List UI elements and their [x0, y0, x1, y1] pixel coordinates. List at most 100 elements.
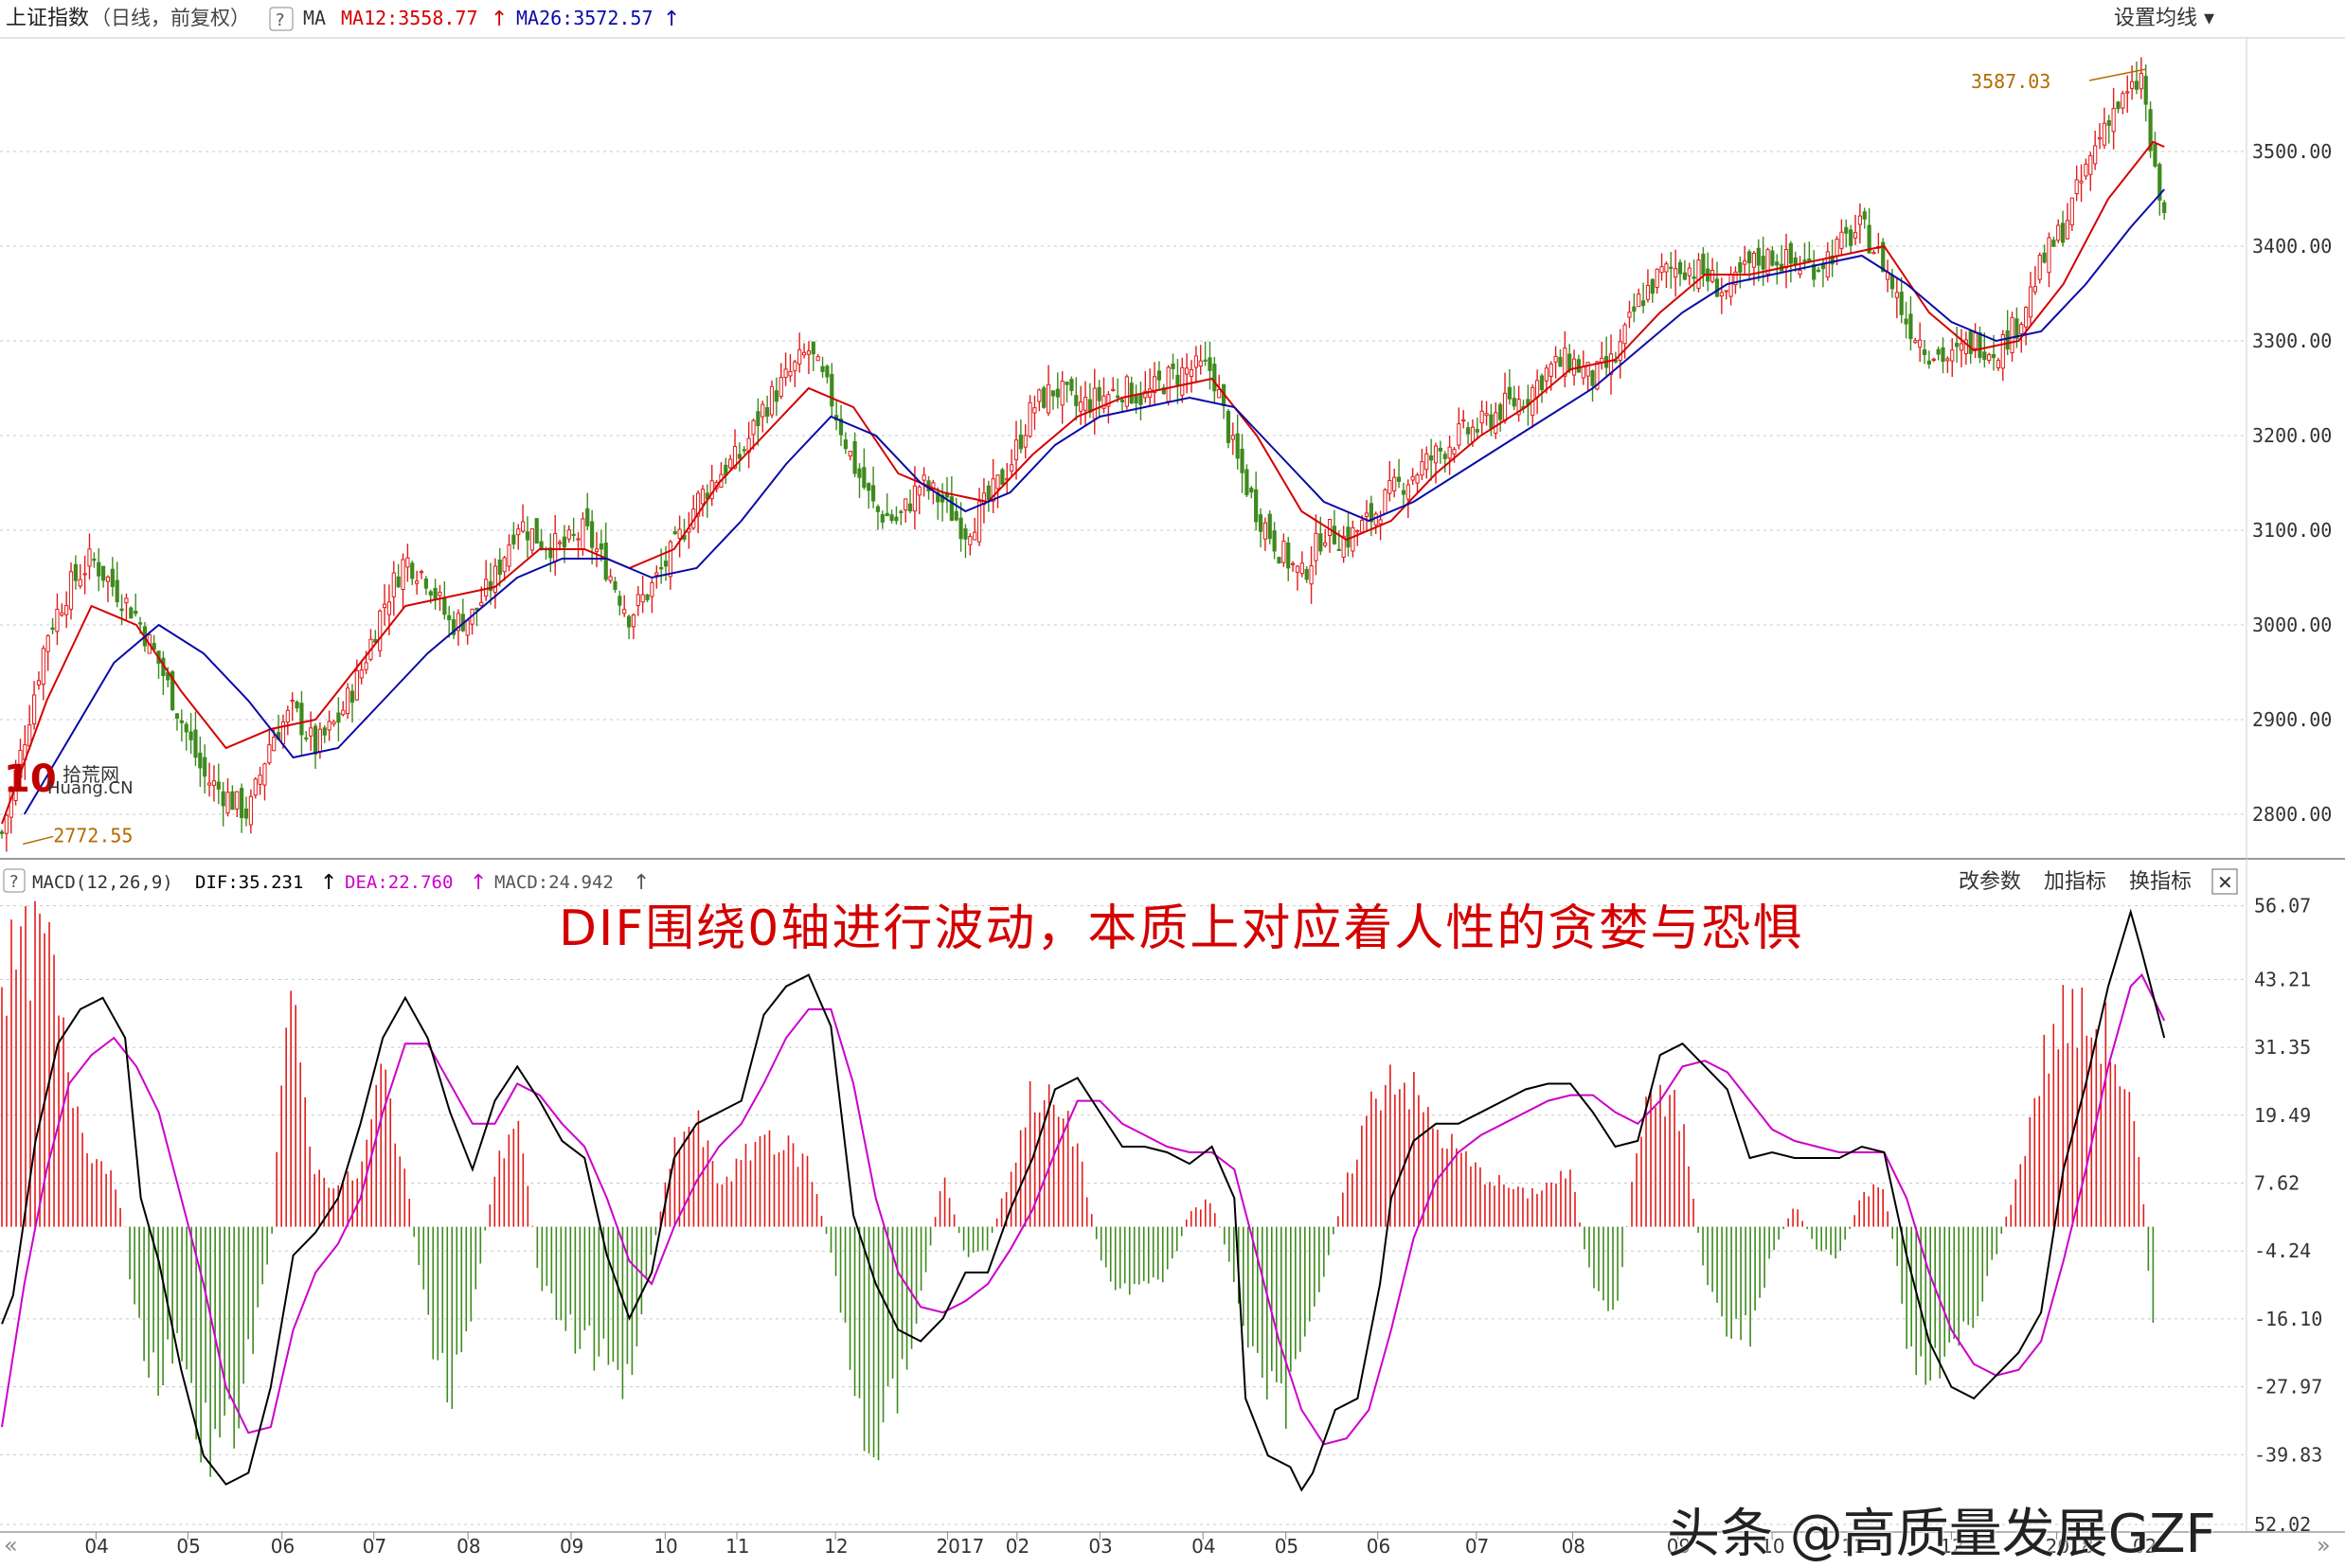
time-tick-label: 03 [1088, 1535, 1112, 1558]
switch-indicator-button[interactable]: 换指标 [2129, 870, 2192, 894]
candle-body [613, 580, 618, 590]
candle-body [364, 662, 368, 670]
candle-body [590, 521, 595, 548]
candle-body [386, 601, 392, 615]
candle-body [137, 622, 143, 625]
candle-body [31, 694, 37, 724]
candle-body [378, 610, 383, 651]
candle-body [1235, 433, 1240, 459]
macd-tick-label: -27.97 [2254, 1376, 2322, 1399]
candle-body [811, 341, 815, 355]
candle-body [1788, 242, 1793, 264]
candle-body [1590, 370, 1595, 386]
candle-body [423, 578, 428, 589]
candle-body [737, 454, 743, 459]
candle-body [1548, 363, 1553, 377]
time-tick-label: 05 [176, 1535, 200, 1558]
candle-body [2000, 333, 2005, 369]
candle-body [488, 580, 493, 592]
candle-body [1415, 474, 1420, 484]
candle-body [502, 557, 507, 573]
candle-body [1494, 412, 1498, 434]
macd-help-button[interactable] [3, 868, 26, 893]
candle-body [1037, 389, 1042, 402]
candle-body [1746, 251, 1752, 264]
candle-body [1608, 353, 1614, 375]
candle-body [1106, 394, 1111, 407]
candle-body [1512, 398, 1516, 407]
candle-body [1230, 435, 1235, 440]
macd-tick-label: 56.07 [2254, 895, 2311, 918]
candle-body [1802, 259, 1807, 262]
candle-body [1627, 312, 1632, 318]
candle-body [1585, 362, 1590, 377]
candle-body [1424, 453, 1429, 471]
candle-body [797, 348, 802, 365]
time-tick-label: 05 [1275, 1535, 1298, 1558]
close-indicator-button[interactable] [2211, 868, 2238, 895]
candle-body [1461, 419, 1466, 422]
candle-body [1018, 434, 1023, 450]
candle-body [1881, 241, 1886, 273]
candle-body [1401, 490, 1406, 495]
candle-body [1558, 356, 1563, 367]
candle-body [700, 489, 706, 505]
candle-body [1987, 354, 1992, 362]
candle-body [995, 474, 1000, 490]
candle-body [1171, 363, 1175, 369]
candle-body [1116, 395, 1120, 398]
time-tick-label: 10 [653, 1535, 677, 1558]
candle-body [346, 687, 350, 715]
candle-body [1249, 488, 1254, 493]
help-button[interactable] [269, 7, 294, 31]
candle-body [1637, 294, 1641, 308]
candle-body [1931, 358, 1936, 361]
scroll-left-button[interactable]: « [4, 1532, 18, 1559]
candle-body [2084, 163, 2088, 177]
ma26-line [23, 188, 2165, 815]
candle-body [765, 407, 770, 418]
candle-body [1244, 469, 1249, 496]
add-indicator-button[interactable]: 加指标 [2044, 870, 2106, 894]
candle-body [410, 562, 415, 579]
candle-body [1010, 464, 1014, 472]
candle-body [2032, 286, 2037, 293]
candle-body [2139, 73, 2143, 90]
candle-body [262, 763, 267, 786]
candle-body [2093, 145, 2098, 165]
candle-body [899, 510, 904, 513]
candle-body [1581, 366, 1585, 379]
candle-body [1751, 252, 1757, 268]
annotation-text: DIF围绕0轴进行波动，本质上对应着人性的贪婪与恐惧 [559, 900, 1804, 957]
candle-body [1904, 318, 1908, 325]
scroll-right-button[interactable]: » [2317, 1532, 2331, 1559]
time-axis-labels: 04 05 06 07 08 09 10 11 12 2017 02 03 04 05 06 07 08 09 10… [84, 1532, 2157, 1558]
candle-body [0, 831, 5, 834]
candle-body [1853, 232, 1858, 239]
candle-body [1563, 347, 1567, 377]
ma-settings-button[interactable]: 设置均线 ▾ [2114, 7, 2214, 30]
candle-body [659, 566, 664, 570]
candle-body [1973, 332, 1978, 349]
candle-body [976, 501, 982, 543]
candle-body [1539, 375, 1545, 391]
change-params-button[interactable]: 改参数 [1959, 870, 2021, 894]
site-logo: 10 拾荒网 Huang.CN [4, 757, 136, 801]
candle-body [1193, 355, 1198, 368]
candle-body [101, 565, 106, 581]
candle-body [1079, 401, 1083, 412]
candle-body [60, 612, 64, 616]
time-tick-label: 09 [560, 1535, 583, 1558]
candle-body [36, 680, 42, 686]
candle-body [1733, 271, 1738, 286]
candle-body [562, 536, 567, 548]
candle-body [322, 727, 327, 736]
candle-body [419, 571, 424, 574]
candle-body [179, 720, 184, 723]
candle-body [1825, 251, 1830, 278]
candle-body [193, 729, 198, 758]
candle-body [973, 531, 977, 541]
candle-body [1387, 479, 1392, 494]
candle-body [1383, 489, 1387, 514]
candle-body [2143, 76, 2148, 105]
